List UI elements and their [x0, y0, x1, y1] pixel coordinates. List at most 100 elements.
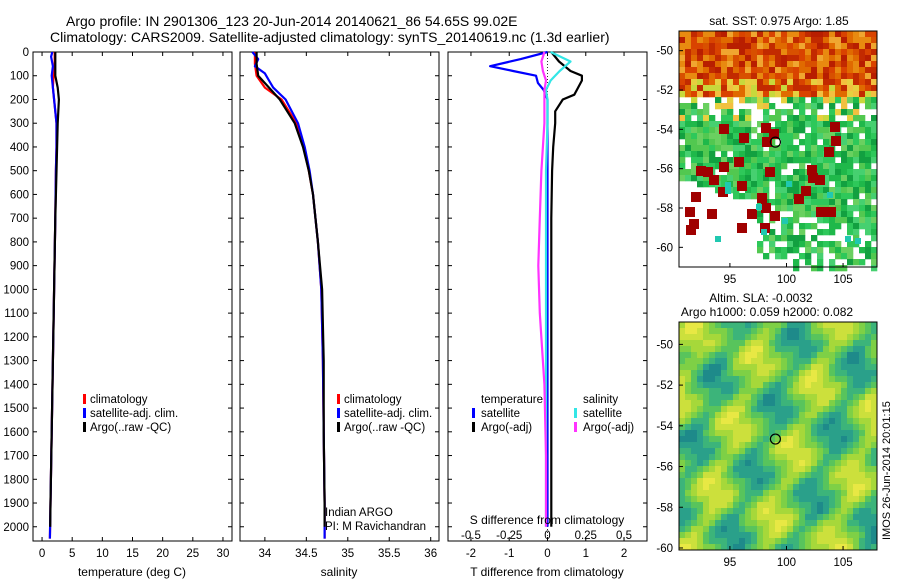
sst-cell — [781, 157, 788, 164]
sla-cell — [829, 400, 836, 407]
sst-cell — [727, 67, 734, 74]
sst-flag-cell — [760, 223, 770, 233]
sla-cell — [871, 364, 878, 371]
sla-cell — [853, 436, 860, 443]
sst-cell — [691, 139, 698, 146]
sst-cell — [775, 193, 782, 200]
sla-cell — [799, 430, 806, 437]
sla-cell — [769, 514, 776, 521]
sst-cell — [733, 187, 740, 194]
sla-cell — [859, 520, 866, 527]
sst-cell — [685, 115, 692, 122]
sst-cell — [679, 133, 686, 140]
legend-swatch-argo — [337, 422, 340, 432]
sla-cell — [781, 364, 788, 371]
sst-cell — [835, 109, 842, 116]
sst-cell — [697, 115, 704, 122]
sla-cell — [751, 328, 758, 335]
sst-cell — [859, 175, 866, 182]
sst-cell — [847, 73, 854, 80]
sla-cell — [679, 424, 686, 431]
sst-cell — [829, 199, 836, 206]
sst-cell — [691, 97, 698, 104]
sla-cell — [691, 472, 698, 479]
sla-cell — [805, 508, 812, 515]
sla-cell — [841, 370, 848, 377]
sst-cell — [685, 43, 692, 50]
difference-panel: -2 -1 0 1 2 -0.5 -0.25 0 0.25 0.5 T difference f… — [447, 50, 648, 579]
sst-cell — [715, 85, 722, 92]
sla-cell — [763, 526, 770, 533]
sla-cell — [775, 448, 782, 455]
sla-cell — [745, 514, 752, 521]
sla-cell — [721, 436, 728, 443]
sla-cell — [817, 370, 824, 377]
sla-cell — [853, 442, 860, 449]
sst-cell — [811, 79, 818, 86]
sla-cell — [715, 412, 722, 419]
sla-cell — [703, 328, 710, 335]
sst-cell — [709, 49, 716, 56]
sst-cell — [697, 37, 704, 44]
sla-cell — [817, 418, 824, 425]
depth-tick-label: 1900 — [3, 498, 29, 510]
sla-cell — [871, 424, 878, 431]
sla-cell — [787, 526, 794, 533]
sla-map-cells — [679, 322, 878, 551]
legend-label-climatology: climatology — [344, 394, 402, 406]
sla-cell — [859, 394, 866, 401]
sla-cell — [793, 346, 800, 353]
sst-cell — [739, 175, 746, 182]
sla-cell — [823, 538, 830, 545]
sst-cell — [811, 127, 818, 134]
sst-cell — [715, 157, 722, 164]
sla-cell — [763, 502, 770, 509]
sla-cell — [799, 346, 806, 353]
sla-cell — [769, 526, 776, 533]
sla-cell — [781, 520, 788, 527]
sst-cell — [859, 43, 866, 50]
sst-cell — [865, 67, 872, 74]
sst-cell — [793, 91, 800, 98]
sla-cell — [763, 400, 770, 407]
sla-cell — [757, 520, 764, 527]
sst-cell — [859, 97, 866, 104]
sla-cell — [757, 514, 764, 521]
sst-cell — [835, 193, 842, 200]
sla-cell — [781, 340, 788, 347]
sst-cell — [781, 73, 788, 80]
sla-cell — [691, 346, 698, 353]
sla-cell — [853, 370, 860, 377]
sst-cell — [685, 79, 692, 86]
sst-cell — [859, 259, 866, 266]
sla-cell — [763, 334, 770, 341]
sla-cell — [697, 364, 704, 371]
sla-cell — [703, 502, 710, 509]
sla-cell — [733, 358, 740, 365]
sla-cell — [847, 442, 854, 449]
sla-cell — [775, 400, 782, 407]
sst-map-cells — [679, 31, 878, 272]
sst-cell — [787, 37, 794, 44]
sst-cell — [769, 139, 776, 146]
sla-cell — [835, 394, 842, 401]
sla-cell — [859, 472, 866, 479]
sst-cell — [733, 49, 740, 56]
sst-cell — [733, 181, 740, 188]
sst-map-lat-ticks: -50-52-54-56-58-60 — [656, 46, 683, 254]
sla-cell — [721, 394, 728, 401]
sst-cell — [751, 73, 758, 80]
sla-cell — [781, 358, 788, 365]
sst-cell — [763, 91, 770, 98]
sst-cell — [865, 79, 872, 86]
sst-cell — [787, 157, 794, 164]
sst-cell — [793, 79, 800, 86]
sla-cell — [841, 388, 848, 395]
sla-cell — [745, 472, 752, 479]
sst-cell — [829, 103, 836, 110]
sst-cell — [781, 127, 788, 134]
sla-cell — [823, 532, 830, 539]
sla-cell — [871, 394, 878, 401]
sst-cell — [757, 157, 764, 164]
sst-cell — [757, 187, 764, 194]
